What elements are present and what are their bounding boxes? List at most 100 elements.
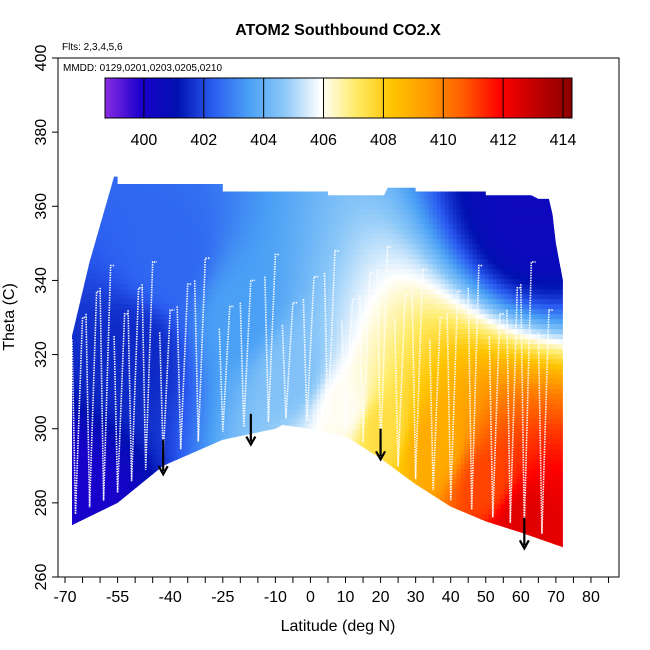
field-cell: [304, 239, 310, 245]
field-cell: [116, 284, 122, 290]
field-cell: [84, 554, 90, 559]
field-cell: [244, 264, 250, 270]
field-cell: [204, 204, 210, 210]
field-cell: [244, 444, 250, 450]
field-cell: [132, 244, 138, 250]
field-cell: [128, 379, 134, 385]
field-cell: [188, 194, 194, 200]
field-cell: [248, 239, 254, 245]
field-cell: [232, 489, 238, 495]
field-cell: [308, 329, 314, 335]
field-cell: [296, 514, 302, 520]
field-cell: [220, 334, 226, 340]
field-cell: [308, 194, 314, 200]
field-cell: [188, 314, 194, 320]
field-cell: [160, 254, 166, 260]
field-cell: [72, 269, 74, 275]
field-cell: [140, 176, 146, 180]
field-cell: [288, 289, 294, 295]
field-cell: [304, 499, 310, 505]
field-cell: [216, 289, 222, 295]
field-cell: [168, 179, 174, 185]
field-cell: [236, 269, 242, 275]
field-cell: [316, 334, 322, 340]
field-cell: [92, 324, 98, 330]
field-cell: [120, 249, 126, 255]
field-cell: [264, 404, 270, 410]
field-cell: [312, 504, 318, 510]
field-cell: [244, 179, 250, 185]
field-cell: [304, 449, 310, 455]
field-cell: [260, 199, 266, 205]
field-cell: [116, 409, 122, 415]
field-cell: [304, 249, 310, 255]
field-cell: [268, 459, 274, 465]
field-cell: [76, 299, 82, 305]
field-cell: [88, 429, 94, 435]
field-cell: [192, 369, 198, 375]
field-cell: [260, 284, 266, 290]
field-cell: [192, 274, 198, 280]
field-cell: [169, 169, 174, 175]
field-cell: [320, 524, 326, 530]
field-cell: [240, 474, 246, 480]
field-cell: [276, 314, 282, 320]
field-cell: [76, 479, 82, 485]
field-cell: [288, 409, 294, 415]
field-cell: [292, 449, 298, 455]
field-cell: [272, 194, 278, 200]
field-cell: [280, 489, 286, 495]
field-cell: [72, 184, 78, 190]
field-cell: [260, 339, 266, 345]
field-cell: [232, 469, 238, 475]
field-cell: [100, 554, 106, 559]
field-cell: [236, 439, 242, 445]
field-cell: [268, 494, 274, 500]
field-cell: [228, 309, 234, 315]
field-cell: [284, 364, 290, 370]
field-cell: [228, 474, 234, 480]
field-cell: [124, 309, 130, 315]
field-cell: [212, 299, 218, 305]
field-cell: [76, 399, 82, 405]
field-cell: [308, 259, 314, 265]
field-cell: [148, 349, 154, 355]
field-cell: [212, 404, 218, 410]
field-cell: [164, 449, 170, 455]
field-cell: [252, 214, 258, 220]
field-cell: [156, 194, 162, 200]
field-cell: [304, 369, 310, 375]
field-cell: [308, 519, 314, 525]
field-cell: [212, 274, 218, 280]
field-cell: [248, 219, 254, 225]
field-cell: [88, 524, 94, 530]
field-cell: [92, 274, 98, 280]
field-cell: [80, 334, 86, 340]
field-cell: [320, 464, 326, 470]
field-cell: [88, 404, 94, 410]
field-cell: [304, 189, 310, 195]
field-cell: [276, 309, 282, 315]
field-cell: [140, 364, 146, 370]
field-cell: [308, 234, 314, 240]
field-cell: [176, 529, 182, 535]
field-cell: [264, 309, 270, 315]
field-cell: [176, 329, 182, 335]
field-cell: [276, 509, 282, 515]
field-cell: [164, 524, 170, 530]
field-cell: [88, 244, 94, 250]
field-cell: [284, 414, 290, 420]
field-cell: [100, 344, 106, 350]
field-cell: [264, 414, 270, 420]
field-cell: [192, 314, 198, 320]
field-cell: [197, 169, 202, 175]
field-cell: [108, 484, 114, 490]
field-cell: [220, 299, 226, 305]
field-cell: [208, 394, 214, 400]
field-cell: [152, 289, 158, 295]
field-cell: [268, 319, 274, 325]
field-cell: [276, 444, 282, 450]
field-cell: [320, 334, 326, 340]
field-cell: [240, 234, 246, 240]
field-cell: [284, 434, 290, 440]
